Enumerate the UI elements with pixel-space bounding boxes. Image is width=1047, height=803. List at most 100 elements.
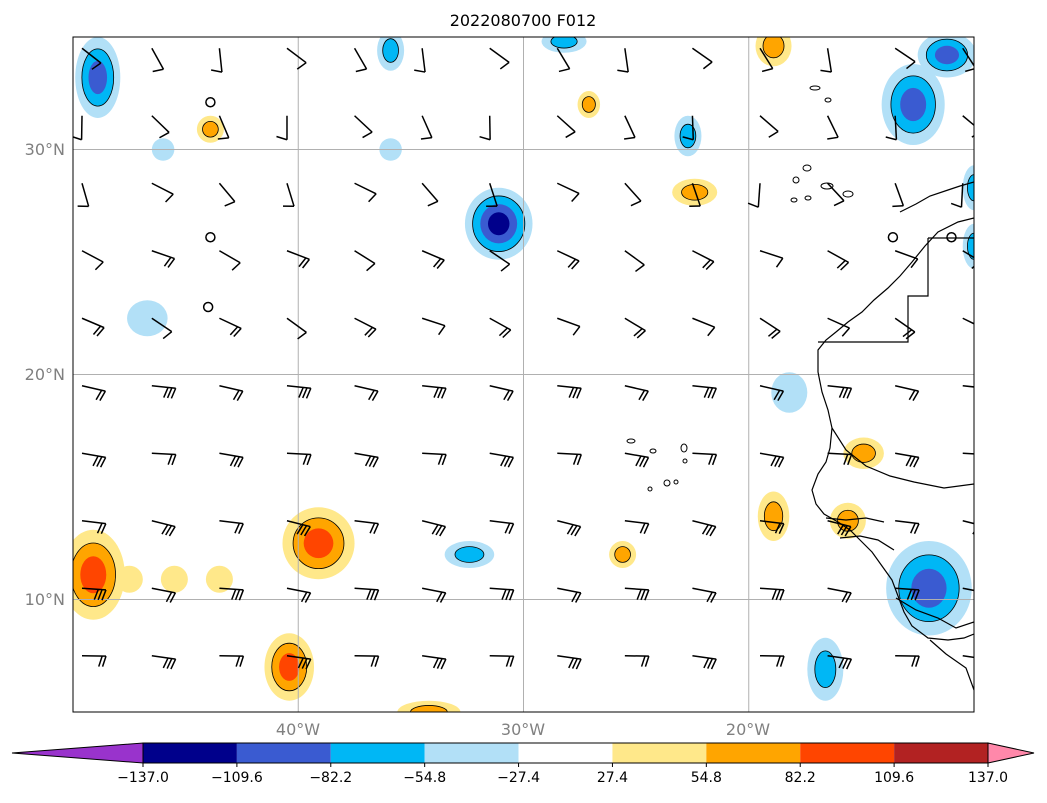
- wind-barb-0-1: [151, 655, 177, 670]
- colorbar-segment-3: [424, 743, 519, 763]
- wind-barb-0-13: [962, 655, 974, 668]
- lon-label-40w: 40°W: [276, 720, 320, 739]
- wind-barb-0-10: [759, 655, 785, 667]
- wind-barb-6-10: [759, 250, 784, 268]
- wind-barb-0-7: [557, 655, 582, 670]
- wind-barb-2-12: [895, 520, 920, 535]
- colorbar: −137.0 −109.6 −82.2 −54.8 −27.4 27.4 54.8 82.2 1…: [11, 742, 1035, 786]
- lon-label-30w: 30°W: [501, 720, 545, 739]
- wind-barb-1-1: [151, 587, 177, 603]
- vorticity-blob-23-level-2: [80, 556, 107, 594]
- wind-barb-layer: [73, 47, 974, 670]
- colorbar-outline: [142, 742, 989, 764]
- wind-barb-3-2: [219, 452, 244, 468]
- wind-barb-2-0: [81, 520, 107, 535]
- wind-barb-1-7: [557, 587, 582, 603]
- wind-barb-8-9: [682, 115, 695, 141]
- wind-barb-4-12: [894, 385, 920, 402]
- wind-barb-8-6: [479, 115, 491, 141]
- wind-barb-4-9: [692, 385, 717, 399]
- vorticity-blob-8-level-1: [762, 37, 785, 59]
- vorticity-blob-22-level-2: [303, 528, 334, 559]
- colorbar-label-7: 82.2: [785, 770, 816, 786]
- wind-barb-5-10: [759, 317, 781, 339]
- wind-barb-7-8: [624, 182, 642, 207]
- wind-barb-6-0: [81, 250, 104, 271]
- wind-barb-6-12: [894, 250, 919, 269]
- wind-barb-8-8: [624, 115, 636, 140]
- wind-barb-8-5: [420, 115, 433, 140]
- wind-barb-0-0: [81, 655, 107, 667]
- wind-barb-8-10: [759, 115, 779, 138]
- wind-barb-7-0: [77, 183, 90, 208]
- colorbar-segment-1: [236, 743, 331, 763]
- wind-barb-8-4: [354, 115, 373, 139]
- wind-barb-0-4: [354, 655, 380, 667]
- wind-barb-4-13: [962, 385, 974, 398]
- mauritania-border: [831, 427, 974, 489]
- wind-barb-9-9: [692, 47, 713, 70]
- wind-barb-2-6: [489, 520, 515, 535]
- colorbar-label-9: 137.0: [968, 770, 1008, 786]
- wind-barb-3-5: [422, 452, 447, 466]
- wind-barb-2-9: [692, 520, 717, 537]
- wind-barb-6-6: [489, 250, 511, 272]
- wind-barb-3-13: [962, 452, 974, 455]
- wind-barb-3-12: [895, 452, 920, 468]
- plot-area: [73, 37, 974, 712]
- wind-barb-7-7: [556, 182, 580, 203]
- wind-barb-4-4: [354, 385, 379, 402]
- vorticity-blob-25-level-0: [160, 565, 188, 593]
- wind-barb-5-3: [286, 317, 307, 340]
- wind-barb-1-4: [354, 587, 380, 601]
- wind-barb-7-2: [218, 182, 236, 207]
- wind-barb-0-11: [827, 655, 853, 670]
- vorticity-blob-13-level-1: [967, 174, 974, 202]
- guinea-border: [895, 597, 974, 691]
- wind-barb-5-1: [151, 317, 173, 340]
- colorbar-label-4: −27.4: [497, 770, 540, 786]
- station-circle-1: [205, 232, 216, 243]
- wind-barb-5-6: [489, 317, 512, 339]
- station-circle-4: [946, 232, 957, 243]
- wind-barb-1-6: [489, 587, 515, 601]
- wind-barb-1-9: [692, 587, 717, 603]
- wind-barb-7-3: [283, 183, 295, 207]
- wind-barb-2-2: [219, 520, 244, 535]
- wind-barb-1-10: [759, 587, 785, 601]
- vorticity-blob-26-level-0: [205, 565, 233, 593]
- vorticity-blob-11-level-3: [487, 212, 510, 236]
- wind-barb-8-7: [556, 115, 576, 139]
- wind-barb-5-7: [557, 317, 581, 336]
- colorbar-label-6: 54.8: [691, 770, 722, 786]
- wind-barb-9-6: [489, 47, 510, 70]
- wind-barb-5-5: [421, 317, 446, 336]
- wind-barb-0-2: [219, 655, 245, 667]
- colorbar-segment-7: [800, 743, 895, 763]
- lat-label-20: 20°N: [25, 365, 65, 384]
- station-circle-layer: [202, 97, 957, 313]
- wind-barb-0-9: [692, 655, 717, 670]
- wind-barb-6-9: [692, 250, 715, 271]
- wind-barb-7-1: [151, 182, 174, 203]
- wind-barb-3-1: [151, 452, 177, 466]
- wind-barb-9-7: [556, 47, 571, 73]
- wind-barb-3-10: [759, 452, 785, 468]
- wind-barb-9-12: [894, 47, 916, 70]
- colorbar-segments: [143, 743, 988, 763]
- wind-barb-8-3: [276, 115, 288, 141]
- wind-barb-4-2: [219, 385, 244, 402]
- wind-barb-4-11: [827, 385, 853, 399]
- wind-barb-8-12: [885, 115, 898, 141]
- wind-barb-9-2: [210, 48, 223, 73]
- wind-barb-0-3: [286, 655, 312, 670]
- wind-barb-9-0: [81, 47, 102, 70]
- wind-barb-2-4: [354, 520, 380, 535]
- wind-barb-7-12: [892, 182, 905, 208]
- station-circle-0: [205, 97, 216, 108]
- wind-barb-3-11: [827, 452, 853, 466]
- vorticity-blob-5-level-1: [581, 96, 596, 113]
- wind-barb-7-5: [421, 182, 439, 207]
- wind-barb-1-0: [81, 587, 107, 601]
